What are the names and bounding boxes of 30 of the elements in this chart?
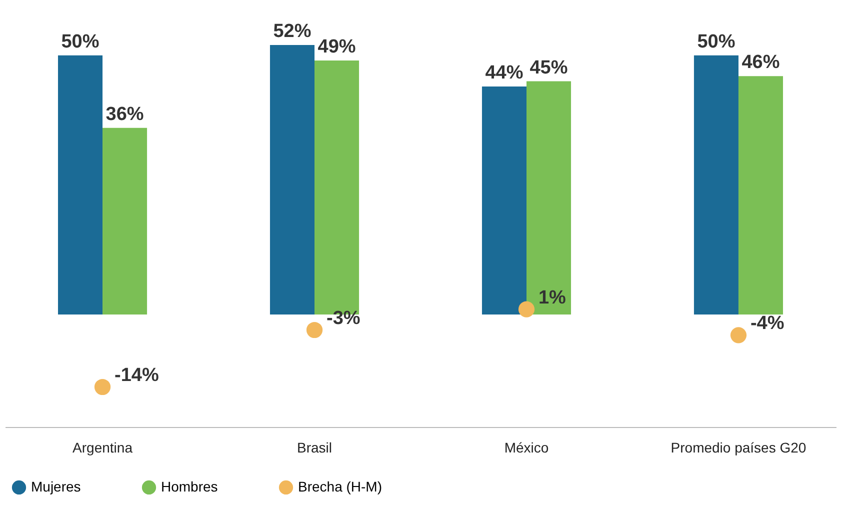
data-label: 52% xyxy=(273,21,312,42)
x-tick-label: Argentina xyxy=(72,440,133,456)
bar xyxy=(482,86,526,314)
data-label: 1% xyxy=(538,287,566,308)
legend-label: Mujeres xyxy=(31,478,81,494)
data-label: 46% xyxy=(742,52,780,74)
point xyxy=(730,327,747,344)
point xyxy=(94,378,111,396)
data-label: -4% xyxy=(750,313,784,334)
point xyxy=(306,322,323,338)
bar xyxy=(270,45,315,314)
data-label: 45% xyxy=(530,57,568,78)
data-label: 50% xyxy=(697,31,736,52)
data-label: 36% xyxy=(106,104,144,125)
bar xyxy=(58,55,103,314)
bar xyxy=(694,55,738,314)
x-tick-label: México xyxy=(504,440,549,456)
x-tick-label: Brasil xyxy=(296,440,332,456)
legend-label: Brecha (H-M) xyxy=(298,478,382,494)
data-label: 50% xyxy=(61,31,100,52)
x-tick-label: Promedio países G20 xyxy=(670,440,806,456)
data-label: -14% xyxy=(114,365,159,386)
data-label: 44% xyxy=(485,62,524,84)
legend-label: Hombres xyxy=(161,478,218,494)
bar xyxy=(102,128,148,314)
data-label: 49% xyxy=(318,36,356,58)
bar xyxy=(738,76,784,314)
bar xyxy=(526,81,572,314)
point xyxy=(518,301,535,318)
data-label: -3% xyxy=(326,308,360,329)
